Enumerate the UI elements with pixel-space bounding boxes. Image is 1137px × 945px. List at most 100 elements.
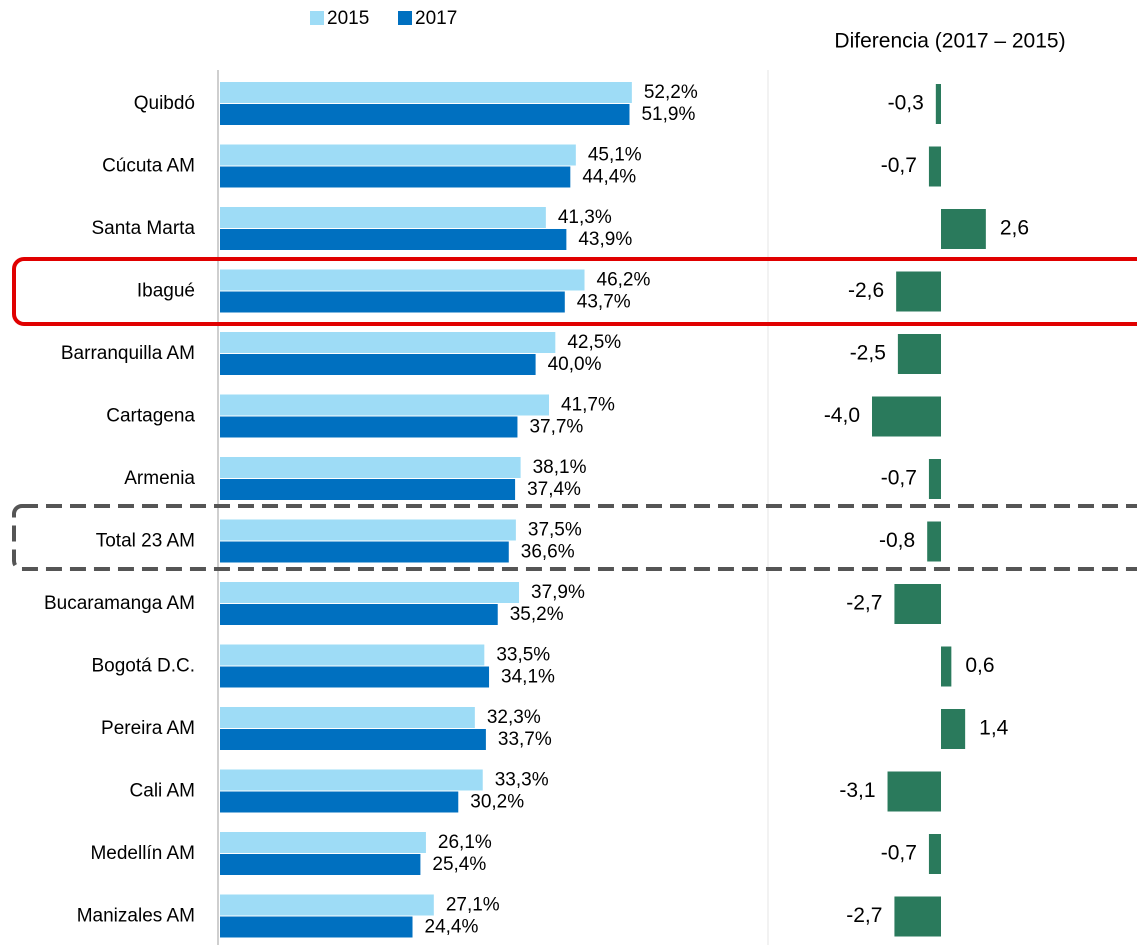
value-label: 26,1% <box>438 832 492 853</box>
bar <box>220 666 490 688</box>
bar <box>220 707 475 728</box>
bar <box>220 791 459 813</box>
category-label: Quibdó <box>134 93 195 114</box>
diff-bar <box>894 584 941 624</box>
bar <box>220 832 426 853</box>
bar <box>220 644 485 666</box>
legend-swatch <box>398 11 412 25</box>
category-label: Cúcuta AM <box>102 156 195 177</box>
bar <box>220 916 413 938</box>
bar <box>220 479 516 500</box>
value-label: 37,9% <box>531 582 585 603</box>
value-label: 40,0% <box>548 354 602 375</box>
bar <box>220 229 567 250</box>
category-label: Manizales AM <box>77 906 195 927</box>
value-label: 33,5% <box>496 645 550 666</box>
bar <box>220 269 585 291</box>
bar <box>220 604 498 625</box>
diff-bar <box>927 521 941 562</box>
diff-label: -2,7 <box>846 592 882 615</box>
bar <box>220 894 434 916</box>
diff-bar <box>928 146 941 187</box>
diff-bar <box>928 459 941 499</box>
bar <box>220 291 565 313</box>
bar <box>220 82 632 103</box>
value-label: 42,5% <box>567 332 621 353</box>
diff-bar <box>872 396 941 437</box>
diff-bar <box>887 771 941 812</box>
category-label: Pereira AM <box>101 718 195 739</box>
diff-label: -2,7 <box>846 904 882 927</box>
bar <box>220 354 536 375</box>
bar <box>220 416 518 438</box>
diff-label: -3,1 <box>839 779 875 802</box>
bar <box>220 582 520 603</box>
diff-bar <box>941 209 986 249</box>
value-label: 43,7% <box>577 292 631 313</box>
right-title: Diferencia (2017 – 2015) <box>834 30 1065 53</box>
legend-label: 2015 <box>327 8 369 29</box>
value-label: 38,1% <box>533 457 587 478</box>
diff-label: 1,4 <box>979 717 1009 740</box>
category-label: Armenia <box>124 468 195 489</box>
value-label: 41,7% <box>561 395 615 416</box>
bar <box>220 166 571 188</box>
diff-bar <box>928 834 941 874</box>
diff-bar <box>935 84 941 124</box>
bar <box>220 144 576 166</box>
category-label: Bogotá D.C. <box>92 656 196 677</box>
value-label: 43,9% <box>578 229 632 250</box>
value-label: 25,4% <box>432 854 486 875</box>
category-label: Medellín AM <box>90 843 195 864</box>
category-label: Cali AM <box>130 781 195 802</box>
value-label: 41,3% <box>558 207 612 228</box>
bar <box>220 332 556 353</box>
value-label: 45,1% <box>588 145 642 166</box>
bar <box>220 729 486 750</box>
legend-label: 2017 <box>415 8 457 29</box>
value-label: 35,2% <box>510 604 564 625</box>
value-label: 30,2% <box>470 792 524 813</box>
diff-bar <box>894 896 941 937</box>
category-label: Bucaramanga AM <box>44 593 195 614</box>
bar <box>220 519 516 541</box>
diff-label: -2,6 <box>848 279 884 302</box>
diff-label: -0,7 <box>881 467 917 490</box>
bar <box>220 457 521 478</box>
diff-bar <box>896 271 941 312</box>
bar <box>220 104 630 125</box>
value-label: 37,4% <box>527 479 581 500</box>
category-label: Ibagué <box>137 281 195 302</box>
diff-label: 2,6 <box>1000 217 1029 240</box>
value-label: 24,4% <box>425 917 479 938</box>
value-label: 37,7% <box>529 417 583 438</box>
bar <box>220 541 509 563</box>
diff-bar <box>897 334 941 374</box>
bar <box>220 394 550 416</box>
value-label: 34,1% <box>501 667 555 688</box>
diff-label: 0,6 <box>965 654 994 677</box>
value-label: 33,7% <box>498 729 552 750</box>
legend-swatch <box>310 11 324 25</box>
diff-label: -4,0 <box>824 404 860 427</box>
bar <box>220 207 546 228</box>
highlight-box <box>12 257 1137 326</box>
category-label: Total 23 AM <box>96 531 195 552</box>
category-label: Barranquilla AM <box>61 343 195 364</box>
diff-label: -0,7 <box>881 842 917 865</box>
category-label: Cartagena <box>106 406 195 427</box>
value-label: 36,6% <box>521 542 575 563</box>
diff-label: -0,7 <box>881 154 917 177</box>
diff-bar <box>941 646 952 687</box>
diff-label: -2,5 <box>850 342 886 365</box>
bar <box>220 769 483 791</box>
diff-label: -0,3 <box>888 92 924 115</box>
total-box <box>12 504 1137 571</box>
value-label: 27,1% <box>446 895 500 916</box>
value-label: 46,2% <box>597 270 651 291</box>
value-label: 32,3% <box>487 707 541 728</box>
bar <box>220 854 421 875</box>
category-label: Santa Marta <box>92 218 196 239</box>
